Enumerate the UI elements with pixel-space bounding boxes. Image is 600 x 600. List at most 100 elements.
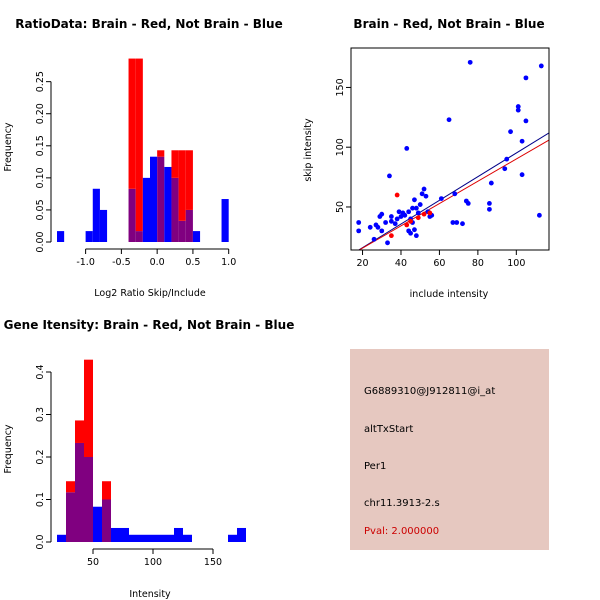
scatter-point-blue-33 xyxy=(419,191,425,197)
scatter-point-blue-35 xyxy=(423,193,429,199)
ratio-hist-xtick-label-2: 0.0 xyxy=(150,257,165,268)
gene-hist-bar-blue-12 xyxy=(165,534,174,542)
ratio-hist-bar-overlap-11 xyxy=(178,220,186,242)
gene-hist-bar-blue-13 xyxy=(174,527,183,542)
ratio-hist-bar-red-4 xyxy=(128,58,136,189)
gene-hist-bar-red-5 xyxy=(102,481,111,500)
ratio-hist-xtick-label-0: -1.0 xyxy=(76,257,95,268)
scatter-point-blue-54 xyxy=(515,104,521,109)
ratio-histogram-title: RatioData: Brain - Red, Not Brain - Blue xyxy=(15,17,282,31)
scatter-point-blue-22 xyxy=(406,209,412,215)
ratio-hist-bar-blue-3 xyxy=(99,209,108,242)
scatter-point-blue-2 xyxy=(367,224,373,230)
scatter-point-blue-47 xyxy=(467,59,473,65)
ratio-hist-bar-red-5 xyxy=(135,58,143,232)
scatter-point-blue-17 xyxy=(398,214,404,219)
ratio-hist-bar-blue-14 xyxy=(221,199,229,242)
gene-name-text: Per1 xyxy=(364,461,387,472)
ratio-hist-ytick-label-3: 0.15 xyxy=(35,135,46,156)
scatter-point-red-4 xyxy=(415,215,421,221)
scatter-point-blue-7 xyxy=(379,211,385,217)
gene-hist-bar-overlap-2 xyxy=(75,442,84,542)
scatter-point-blue-15 xyxy=(394,216,400,222)
gene-hist-bar-blue-9 xyxy=(138,534,147,542)
scatter-point-blue-43 xyxy=(454,220,460,225)
gene-hist-xtick-label-2: 150 xyxy=(204,557,222,568)
gene-histogram-xlabel: Intensity xyxy=(129,589,171,600)
ratio-hist-bar-overlap-8 xyxy=(157,156,165,242)
scatter-point-blue-46 xyxy=(465,200,471,206)
scatter-xtick-label-1: 40 xyxy=(395,258,407,269)
gene-hist-bar-overlap-1 xyxy=(66,492,75,542)
gene-hist-ytick-label-3: 0.3 xyxy=(35,407,46,422)
scatter-point-blue-55 xyxy=(515,107,521,113)
scatter-ytick-label-1: 100 xyxy=(335,138,346,156)
gene-hist-ytick-label-4: 0.4 xyxy=(35,364,46,379)
scatter-fit-line-blue xyxy=(357,132,549,250)
scatter-point-blue-9 xyxy=(383,220,389,225)
gene-hist-ytick-label-1: 0.1 xyxy=(35,492,46,507)
scatter-point-blue-19 xyxy=(402,212,408,218)
gene-hist-bar-blue-6 xyxy=(111,527,120,542)
gene-histogram-title: Gene Itensity: Brain - Red, Not Brain - … xyxy=(4,318,295,332)
gene-hist-bar-blue-11 xyxy=(156,534,165,542)
ratio-histogram-xlabel: Log2 Ratio Skip/Include xyxy=(94,288,206,299)
scatter-point-blue-27 xyxy=(412,197,417,203)
scatter-point-blue-44 xyxy=(460,221,465,227)
scatter-point-blue-49 xyxy=(487,206,492,212)
scatter-point-blue-51 xyxy=(502,166,508,172)
scatter-point-blue-30 xyxy=(413,233,419,239)
ratio-hist-xtick-label-1: -0.5 xyxy=(112,257,131,268)
scatter-xtick-label-0: 20 xyxy=(356,258,368,269)
scatter-frame xyxy=(350,47,550,251)
gene-hist-bar-overlap-3 xyxy=(84,457,93,542)
scatter-point-blue-1 xyxy=(356,220,362,225)
ratio-hist-bar-red-11 xyxy=(178,150,186,221)
ratio-hist-bar-blue-2 xyxy=(92,188,100,242)
ratio-hist-bar-overlap-10 xyxy=(171,177,179,242)
ratio-hist-xtick-label-4: 1.0 xyxy=(221,257,236,268)
scatter-point-blue-60 xyxy=(536,212,542,218)
gene-hist-bar-blue-0 xyxy=(57,534,66,542)
gene-hist-bar-blue-10 xyxy=(147,534,156,542)
gene-hist-bar-red-3 xyxy=(84,359,93,457)
scatter-point-blue-28 xyxy=(412,227,417,233)
gene-hist-bar-red-2 xyxy=(75,420,84,443)
gene-histogram-bars xyxy=(57,359,246,542)
intensity-scatter-fit-lines xyxy=(357,132,549,250)
scatter-fit-line-red xyxy=(358,139,549,250)
probe-id-text: G6889310@J912811@i_at xyxy=(364,386,496,397)
gene-histogram-axes: 0.0 0.1 0.2 0.3 0.4 50 100 150 xyxy=(35,364,222,568)
scatter-point-blue-48 xyxy=(487,200,492,206)
scatter-point-blue-0 xyxy=(356,228,362,234)
scatter-point-blue-3 xyxy=(371,236,377,242)
scatter-point-red-5 xyxy=(421,211,427,217)
ratio-hist-bar-overlap-4 xyxy=(128,188,136,242)
scatter-point-blue-40 xyxy=(446,117,452,123)
scatter-point-blue-42 xyxy=(452,191,458,197)
gene-hist-bar-blue-4 xyxy=(93,506,102,542)
scatter-point-blue-50 xyxy=(488,180,494,186)
scatter-point-blue-39 xyxy=(438,196,444,202)
gene-hist-bar-overlap-5 xyxy=(102,499,111,542)
gene-hist-bar-red-1 xyxy=(66,481,75,493)
ratio-hist-bar-blue-1 xyxy=(85,231,93,242)
intensity-scatter-axes: 20 40 60 80 100 50 100 150 xyxy=(335,47,550,269)
ratio-hist-ytick-label-0: 0.00 xyxy=(35,231,46,252)
ratio-histogram-ylabel: Frequency xyxy=(3,122,14,171)
probe-info-panel: G6889310@J912811@i_at altTxStart Per1 ch… xyxy=(350,349,549,550)
gene-hist-bar-blue-15 xyxy=(228,534,237,542)
ratio-hist-bar-red-10 xyxy=(171,150,179,178)
ratio-hist-bar-red-8 xyxy=(157,150,165,157)
gene-hist-bar-blue-16 xyxy=(237,527,246,542)
gene-intensity-histogram-panel: Gene Itensity: Brain - Red, Not Brain - … xyxy=(3,318,294,600)
scatter-point-blue-11 xyxy=(387,173,392,179)
scatter-xtick-label-4: 100 xyxy=(507,258,525,269)
event-type-text: altTxStart xyxy=(364,424,414,435)
scatter-point-blue-25 xyxy=(410,205,415,211)
ratio-hist-bar-blue-9 xyxy=(164,166,172,242)
scatter-point-blue-53 xyxy=(508,129,513,135)
gene-hist-ytick-label-0: 0.0 xyxy=(35,534,46,549)
scatter-point-blue-31 xyxy=(415,210,421,216)
